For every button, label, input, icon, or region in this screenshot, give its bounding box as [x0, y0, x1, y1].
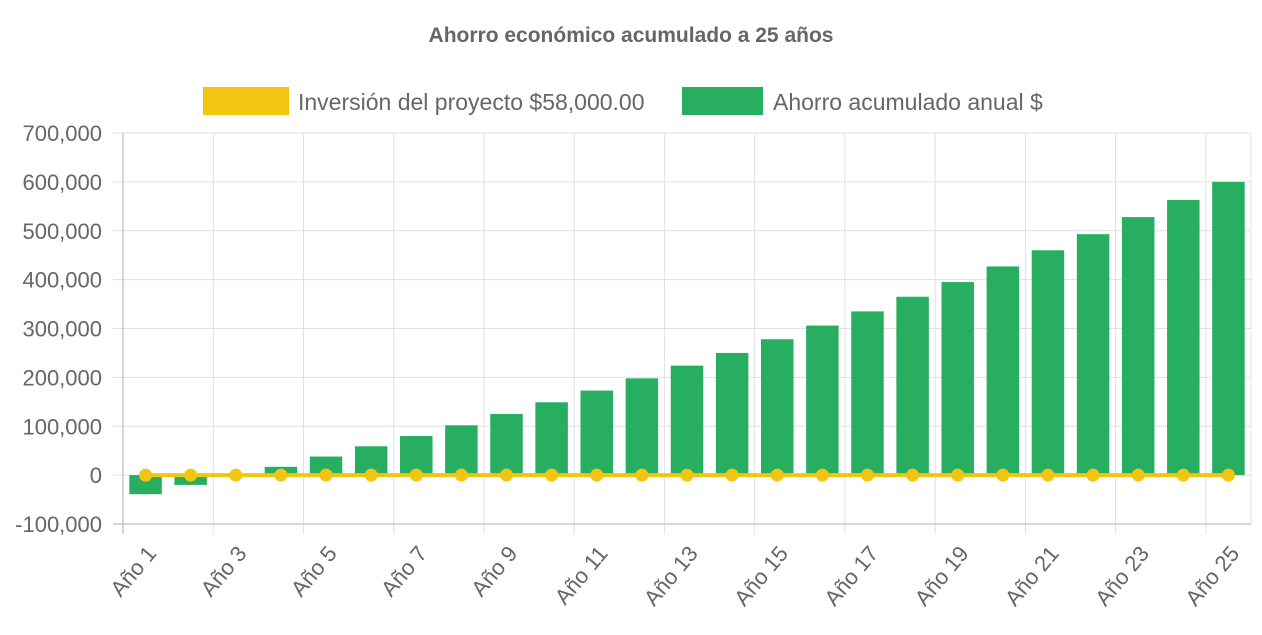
line-point [1087, 469, 1100, 482]
bar [987, 266, 1019, 475]
line-point [229, 469, 242, 482]
x-tick-label: Año 15 [729, 541, 793, 610]
legend-label-bar-series[interactable]: Ahorro acumulado anual $ [773, 89, 1043, 115]
line-point [320, 469, 333, 482]
bar [1032, 250, 1064, 475]
bar [1077, 234, 1109, 475]
bar [1212, 182, 1244, 475]
x-tick-label: Año 9 [466, 541, 522, 601]
y-tick-label: 700,000 [22, 121, 102, 146]
line-point [1222, 469, 1235, 482]
y-tick-label: 0 [90, 463, 102, 488]
bar [896, 297, 928, 475]
x-tick-label: Año 3 [196, 541, 252, 601]
bar [941, 282, 973, 475]
line-point [861, 469, 874, 482]
y-tick-label: 300,000 [22, 317, 102, 342]
line-point [681, 469, 694, 482]
bar [671, 366, 703, 475]
line-point [500, 469, 513, 482]
bar [716, 353, 748, 475]
y-tick-label: 500,000 [22, 219, 102, 244]
line-point [726, 469, 739, 482]
line-point [635, 469, 648, 482]
x-tick-label: Año 21 [1000, 541, 1064, 610]
line-point [545, 469, 558, 482]
line-point [996, 469, 1009, 482]
line-point [590, 469, 603, 482]
bar-series [129, 182, 1244, 494]
chart-title: Ahorro económico acumulado a 25 años [429, 24, 834, 47]
line-point [1177, 469, 1190, 482]
x-tick-label: Año 7 [376, 541, 432, 601]
legend-swatch-line-series[interactable] [203, 87, 289, 115]
line-point [951, 469, 964, 482]
line-point [771, 469, 784, 482]
line-point [365, 469, 378, 482]
y-tick-label: -100,000 [15, 512, 102, 537]
line-point [184, 469, 197, 482]
y-tick-label: 600,000 [22, 170, 102, 195]
y-tick-label: 400,000 [22, 268, 102, 293]
line-point [139, 469, 152, 482]
legend: Inversión del proyecto $58,000.00 Ahorro… [203, 87, 1043, 115]
x-tick-label: Año 5 [286, 541, 342, 601]
line-point [816, 469, 829, 482]
line-point [1041, 469, 1054, 482]
line-point [1132, 469, 1145, 482]
line-point [410, 469, 423, 482]
bar [1167, 200, 1199, 475]
x-tick-label: Año 17 [819, 541, 883, 610]
bar [445, 425, 477, 475]
bar [626, 378, 658, 475]
legend-swatch-bar-series[interactable] [682, 87, 763, 115]
bar [806, 326, 838, 476]
line-point [906, 469, 919, 482]
x-axis: Año 1 Año 3 Año 5 Año 7 Año 9 Año 11 Año 13 Año… [105, 524, 1251, 611]
bar [851, 311, 883, 475]
line-point [455, 469, 468, 482]
legend-label-line-series[interactable]: Inversión del proyecto $58,000.00 [298, 89, 645, 115]
x-tick-label: Año 11 [550, 541, 613, 609]
bar [761, 339, 793, 475]
x-tick-label: Año 1 [105, 541, 161, 601]
bar [581, 391, 613, 476]
bar [535, 402, 567, 475]
y-tick-label: 100,000 [22, 414, 102, 439]
bar [490, 414, 522, 475]
y-axis: 700,000 600,000 500,000 400,000 300,000 200,0… [15, 121, 123, 537]
x-tick-label: Año 23 [1090, 541, 1154, 610]
y-tick-label: 200,000 [22, 365, 102, 390]
x-tick-label: Año 13 [639, 541, 703, 610]
x-tick-label: Año 19 [910, 541, 974, 610]
line-point [274, 469, 287, 482]
x-tick-label: Año 25 [1180, 541, 1244, 610]
bar [1122, 217, 1154, 475]
